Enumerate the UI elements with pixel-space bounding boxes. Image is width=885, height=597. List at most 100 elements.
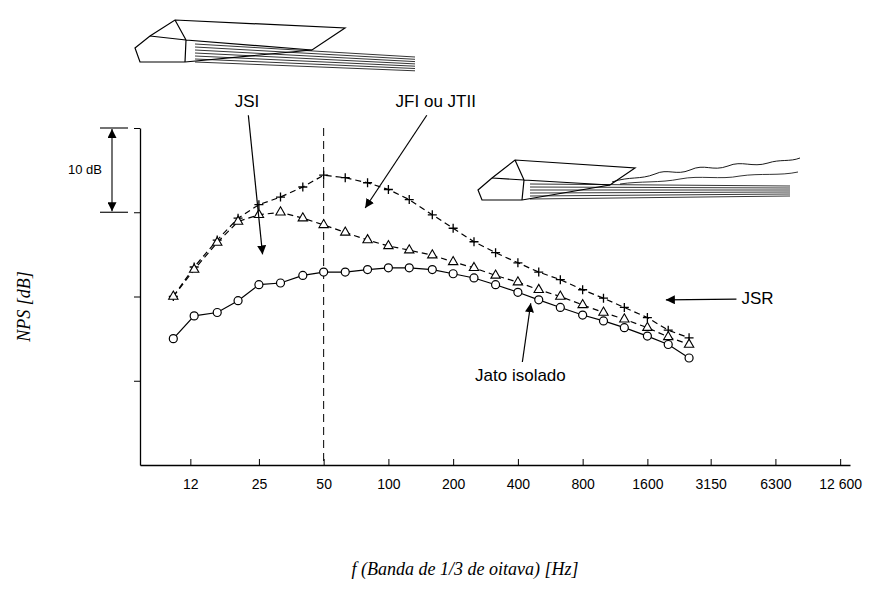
data-point xyxy=(469,262,478,270)
annotation-arrow xyxy=(248,115,262,254)
y-tick xyxy=(134,381,140,382)
scale-bar-label: 10 dB xyxy=(68,162,102,177)
x-tick-mark xyxy=(453,459,454,465)
data-point xyxy=(234,297,242,305)
data-point xyxy=(428,210,437,219)
y-tick xyxy=(134,297,140,298)
data-point xyxy=(384,264,392,272)
scale-bar: 10 dB xyxy=(68,128,128,212)
x-tick-label: 400 xyxy=(507,476,531,492)
annotation-arrow xyxy=(522,303,530,362)
data-point xyxy=(405,195,414,204)
x-tick-mark xyxy=(583,459,584,465)
jet-plume-line xyxy=(195,44,415,57)
data-point xyxy=(664,341,672,349)
jet-plume-line xyxy=(530,190,790,191)
data-point xyxy=(620,314,629,322)
y-tick-mark xyxy=(134,381,140,382)
data-point xyxy=(363,178,372,187)
data-point xyxy=(319,171,328,180)
data-point xyxy=(428,266,436,274)
x-axis-line xyxy=(141,465,851,466)
data-point xyxy=(556,303,564,311)
data-point xyxy=(341,268,349,276)
data-point xyxy=(643,313,652,322)
data-point xyxy=(620,303,629,312)
y-tick-mark xyxy=(134,212,140,213)
y-tick-mark xyxy=(134,297,140,298)
y-tick xyxy=(134,128,140,129)
series xyxy=(169,207,694,347)
data-point xyxy=(556,275,565,284)
data-point xyxy=(491,248,500,257)
series-line xyxy=(173,212,689,344)
x-tick: 1600 xyxy=(632,459,663,492)
data-point xyxy=(599,317,607,325)
data-point xyxy=(405,245,414,253)
x-tick-label: 1600 xyxy=(632,476,663,492)
chart-svg: 12 25 50 100 200 400 800 1600 3150 6300 12 600 f (B… xyxy=(0,0,885,597)
annotation-label: JFI ou JTII xyxy=(396,92,476,111)
annotation-label: JSI xyxy=(235,92,260,111)
data-point xyxy=(685,354,693,362)
x-axis: 12 25 50 100 200 400 800 1600 3150 6300 12 600 xyxy=(141,459,863,492)
data-point xyxy=(535,296,543,304)
x-tick-label: 25 xyxy=(252,476,268,492)
jet-plume-line xyxy=(530,184,790,186)
data-point xyxy=(449,270,457,278)
data-point xyxy=(364,266,372,274)
data-point xyxy=(664,332,673,340)
jet-plume-line xyxy=(195,62,415,71)
data-point xyxy=(384,241,393,249)
data-point xyxy=(405,264,413,272)
data-point xyxy=(190,263,199,272)
x-tick-label: 12 xyxy=(183,476,199,492)
series-line xyxy=(173,268,689,358)
x-tick-label: 800 xyxy=(571,476,595,492)
data-point xyxy=(492,281,500,289)
jet-plume-line xyxy=(195,56,415,66)
data-point xyxy=(643,332,651,340)
data-point xyxy=(213,237,222,245)
y-tick-mark xyxy=(134,128,140,129)
data-point xyxy=(428,250,437,258)
data-point xyxy=(384,185,393,194)
x-tick: 3150 xyxy=(696,459,727,492)
data-point xyxy=(599,307,608,315)
data-point xyxy=(276,207,285,215)
data-point xyxy=(298,213,307,221)
x-tick-mark xyxy=(775,459,776,465)
data-point xyxy=(578,285,587,294)
data-point xyxy=(254,200,263,209)
data-point xyxy=(190,312,198,320)
x-tick: 50 xyxy=(316,459,332,492)
annotations: JSIJFI ou JTIIJSRJato isolado xyxy=(235,92,774,385)
data-point xyxy=(469,237,478,246)
y-axis-line xyxy=(140,129,141,466)
data-point xyxy=(276,193,285,202)
data-point xyxy=(320,268,328,276)
x-tick: 6300 xyxy=(760,459,791,492)
annotation-arrow xyxy=(666,298,737,300)
x-tick-mark xyxy=(259,459,260,465)
data-point xyxy=(448,257,457,265)
scale-bar-end xyxy=(100,127,128,128)
x-tick: 400 xyxy=(507,459,531,492)
data-point xyxy=(341,227,350,235)
data-point xyxy=(276,279,284,287)
x-tick-label: 12 600 xyxy=(819,476,862,492)
data-point xyxy=(299,271,307,279)
x-tick: 100 xyxy=(377,459,401,492)
jet-interaction-wave xyxy=(620,172,798,184)
jet-plume-line xyxy=(530,196,790,199)
x-tick: 25 xyxy=(252,459,268,492)
x-tick: 200 xyxy=(442,459,466,492)
x-axis-title: f (Banda de 1/3 de oitava) [Hz] xyxy=(352,559,579,580)
data-point xyxy=(363,235,372,243)
engine-icon xyxy=(478,160,635,200)
x-tick-mark xyxy=(647,459,648,465)
data-point xyxy=(599,294,608,303)
x-tick-mark xyxy=(190,459,191,465)
series-line xyxy=(173,175,689,338)
x-tick: 800 xyxy=(571,459,595,492)
